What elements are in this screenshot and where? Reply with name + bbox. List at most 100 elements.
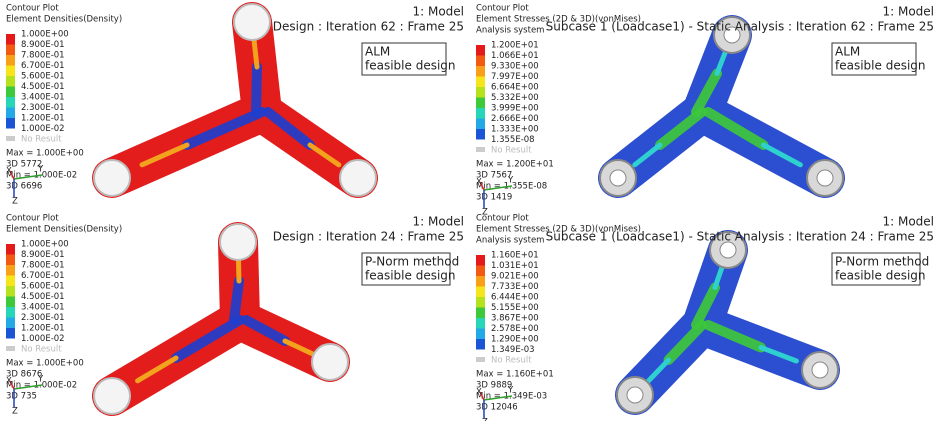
part-hole-inner [626, 386, 644, 404]
triad-axis [13, 384, 43, 390]
legend-label: 8.900E-01 [21, 40, 65, 50]
triad-axis [9, 170, 15, 180]
legend-swatch [6, 44, 15, 55]
legend-swatch [476, 265, 485, 276]
method-box [361, 252, 451, 286]
legend-swatch [476, 339, 485, 350]
part-feature [691, 68, 722, 117]
header-text: Contour Plot [6, 214, 59, 224]
part-shape [92, 2, 378, 198]
legend-label: 4.500E-01 [21, 292, 65, 302]
triad-axis [483, 395, 513, 401]
legend-swatch [6, 34, 15, 45]
method-text: feasible design [835, 59, 926, 73]
legend-label: 1.160E+01 [491, 251, 539, 261]
model-label: 1: Model [412, 215, 464, 229]
legend-label: 2.300E-01 [21, 313, 65, 323]
method-text: P-Norm method [365, 255, 459, 269]
method-box [831, 252, 921, 286]
legend-label: 1.000E+00 [21, 240, 69, 250]
triad-axis [9, 380, 15, 390]
part-shape [92, 222, 350, 416]
legend-label: 5.600E-01 [21, 282, 65, 292]
max-text: Max = 1.160E+01 [476, 370, 554, 380]
model-label: 1: Model [882, 215, 934, 229]
legend-swatch [476, 255, 485, 266]
legend-label: 7.997E+00 [491, 72, 539, 82]
model-label: 1: Model [412, 5, 464, 19]
legend-label: 1.000E-02 [21, 334, 65, 344]
header-text: Element Densities(Density) [6, 15, 122, 25]
triad-label: Y [507, 386, 514, 396]
method-text: ALM [835, 45, 860, 59]
legend-label: 5.155E+00 [491, 303, 539, 313]
part-feature [758, 345, 799, 364]
legend-label: 1.290E+00 [491, 335, 539, 345]
triad-label: Y [507, 176, 514, 186]
part-hole [339, 159, 377, 197]
legend-label: 1.066E+01 [491, 51, 539, 61]
header-text: Analysis system [476, 236, 544, 246]
legend-swatch [476, 318, 485, 329]
legend-swatch [6, 346, 15, 351]
legend-swatch [476, 276, 485, 287]
legend-label: No Result [21, 135, 62, 145]
part-feature [229, 276, 244, 325]
legend-swatch [6, 275, 15, 286]
part-hole-inner [723, 26, 741, 44]
max-text: Max = 1.000E+00 [6, 149, 84, 159]
legend-label: 7.800E-01 [21, 51, 65, 61]
header-text: Contour Plot [476, 214, 529, 224]
part-feature [307, 142, 342, 168]
frame-label: Design : Iteration 62 : Frame 25 [273, 20, 464, 34]
legend-swatch [6, 97, 15, 108]
triad-axis [483, 185, 513, 191]
part-feature [241, 315, 290, 346]
legend-label: 2.578E+00 [491, 324, 539, 334]
part-hole [93, 377, 131, 415]
triad-label: Z [12, 407, 18, 417]
frame-label: Design : Iteration 24 : Frame 25 [273, 230, 464, 244]
legend-label: 7.800E-01 [21, 261, 65, 271]
legend-swatch [6, 65, 15, 76]
legend-swatch [476, 45, 485, 56]
legend-swatch [6, 286, 15, 297]
frame-label: Subcase 1 (Loadcase1) - Static Analysis … [546, 20, 934, 34]
part-feature [235, 255, 242, 284]
legend-label: 1.333E+00 [491, 125, 539, 135]
header-text: Element Stresses (2D & 3D)(vonMises) [476, 225, 641, 235]
legend-swatch [476, 129, 485, 140]
min-id: 3D 12046 [476, 403, 518, 413]
part-hole-inner [816, 169, 834, 187]
part-hole [311, 343, 349, 381]
legend-label: 6.700E-01 [21, 61, 65, 71]
triad-label: Z [12, 197, 18, 207]
legend-label: 1.200E+01 [491, 41, 539, 51]
legend-swatch [6, 107, 15, 118]
min-id: 3D 735 [6, 392, 37, 402]
legend-swatch [6, 328, 15, 339]
legend-label: 4.500E-01 [21, 82, 65, 92]
part-feature [703, 320, 766, 353]
part-feature [263, 107, 315, 150]
part-shape [615, 230, 840, 415]
legend-label: 1.200E-01 [21, 114, 65, 124]
legend-label: 6.664E+00 [491, 83, 539, 93]
legend-swatch [476, 297, 485, 308]
legend-swatch [476, 55, 485, 66]
part-feature [251, 62, 262, 117]
legend-swatch [6, 118, 15, 129]
part-feature [655, 107, 707, 150]
legend-label: 1.031E+01 [491, 261, 539, 271]
legend-swatch [476, 307, 485, 318]
part-feature [703, 107, 769, 150]
legend-label: 2.666E+00 [491, 114, 539, 124]
legend-label: 9.330E+00 [491, 62, 539, 72]
legend-swatch [6, 317, 15, 328]
method-box [361, 42, 447, 76]
triad-label: Y [37, 165, 44, 175]
method-text: feasible design [365, 269, 456, 283]
triad-axis [479, 181, 485, 191]
min-id: 3D 6696 [6, 182, 42, 192]
